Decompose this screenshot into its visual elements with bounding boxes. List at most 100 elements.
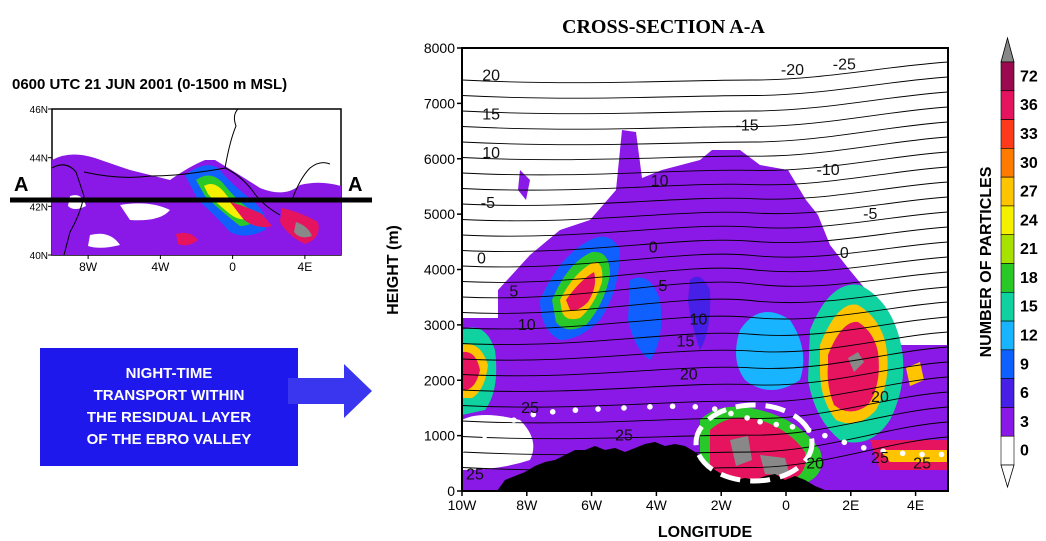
contour-label: -5	[863, 206, 877, 223]
mixing-height-dot	[938, 451, 945, 458]
y-tick-label: 7000	[424, 95, 455, 111]
contour-label: 25	[871, 450, 889, 467]
mixing-height-dot	[595, 406, 601, 412]
contour-line	[462, 256, 948, 283]
contour-label: -10	[817, 162, 840, 179]
colorbar-level-label: 21	[1020, 241, 1038, 258]
contour-label: 20	[482, 68, 500, 85]
map-lat-tick-label: 44N	[30, 154, 48, 165]
contour-label: 10	[651, 173, 669, 190]
mixing-height-dot	[647, 404, 653, 410]
terrain	[497, 442, 830, 491]
y-tick-label: 6000	[424, 151, 455, 167]
mixing-height-dot	[744, 415, 750, 421]
callout-line-4: OF THE EBRO VALLEY	[86, 431, 252, 448]
particle-field	[462, 130, 948, 491]
colorbar-level-label: 72	[1020, 68, 1038, 85]
contour-line	[462, 211, 948, 237]
mixing-height-dot	[773, 421, 780, 428]
y-axis-label: HEIGHT (m)	[385, 225, 402, 315]
y-tick-label: 3000	[424, 317, 455, 333]
colorbar-segment	[1000, 205, 1015, 236]
contour-line	[462, 91, 948, 115]
x-tick-label: 10W	[448, 497, 478, 513]
y-tick-label: 2000	[424, 372, 455, 388]
colorbar-level-label: 18	[1020, 270, 1038, 287]
contour-label: -20	[781, 62, 804, 79]
colorbar-segment	[1000, 349, 1015, 379]
map-lat-tick-label: 40N	[30, 251, 48, 262]
contour-label: 20	[871, 389, 889, 406]
y-tick-label: 0	[447, 483, 455, 499]
colorbar-segment	[1000, 291, 1015, 322]
contour-label: -25	[833, 57, 856, 74]
contour-line	[462, 196, 948, 222]
map-lat-ticks: 46N 44N 42N 40N	[30, 105, 52, 262]
contour-line	[462, 316, 948, 346]
map-lon-tick-label: 8W	[79, 260, 98, 274]
colorbar-level-label: 33	[1020, 126, 1038, 143]
mixing-height-dot	[841, 439, 848, 446]
colorbar-segment	[1000, 407, 1015, 437]
contour-line	[462, 331, 948, 361]
mixing-height-dot	[822, 432, 828, 439]
mixing-height-dot	[494, 424, 501, 431]
mixing-height-dot	[511, 417, 517, 423]
contour-line	[462, 106, 948, 130]
contour-label: 0	[840, 245, 849, 262]
x-tick-label: 6W	[581, 497, 603, 513]
colorbar-under-arrow	[1000, 464, 1015, 489]
map-title: 0600 UTC 21 JUN 2001 (0-1500 m MSL)	[12, 76, 288, 93]
callout-arrow-icon	[288, 364, 372, 418]
contour-label: 25	[615, 428, 633, 445]
colorbar-level-label: 36	[1020, 97, 1038, 114]
y-ticks: 0 1000 2000 3000 4000 5000 6000 7000 8000	[424, 40, 462, 499]
x-tick-label: 2W	[711, 497, 733, 513]
colorbar-segment	[1000, 378, 1015, 408]
y-tick-label: 1000	[424, 428, 455, 444]
x-tick-label: 4W	[646, 497, 668, 513]
colorbar-level-label: 3	[1020, 414, 1029, 431]
y-tick-label: 8000	[424, 40, 455, 56]
contour-label: 15	[677, 333, 695, 350]
colorbar-segment	[1000, 263, 1015, 293]
contour-label: 5	[509, 284, 518, 301]
x-ticks: 10W 8W 6W 4W 2W 0 2E 4E	[448, 491, 924, 513]
contour-label: 25	[913, 455, 931, 472]
y-tick-label: 4000	[424, 262, 455, 278]
y-tick-label: 5000	[424, 206, 455, 222]
colorbar-segment	[1000, 61, 1015, 92]
contour-label: 25	[521, 400, 539, 417]
colorbar-segment	[1000, 176, 1015, 207]
colorbar-level-label: 24	[1020, 212, 1038, 229]
contour-lines	[462, 61, 948, 471]
contour-line	[462, 61, 948, 84]
contour-line	[462, 241, 948, 268]
section-label-right: A	[348, 174, 362, 196]
contour-line	[462, 361, 948, 392]
mixing-height-dot	[919, 451, 925, 458]
contour-label: 20	[680, 367, 698, 384]
contour-label: -15	[736, 118, 759, 135]
mixing-height-dots	[459, 403, 945, 458]
contour-line	[462, 376, 948, 408]
x-tick-label: 2E	[842, 497, 859, 513]
mixing-height-dot	[481, 432, 488, 439]
x-tick-label: 0	[782, 497, 790, 513]
mixing-height-dot	[530, 411, 537, 418]
map-lat-tick-label: 42N	[30, 202, 48, 213]
contour-label: 0	[477, 250, 486, 267]
contour-line	[462, 271, 948, 299]
map-figure: 46N 44N 42N 40N 8W 4W 0 4E A A	[10, 105, 372, 274]
contour-line	[462, 76, 948, 99]
colorbar-level-label: 9	[1020, 356, 1029, 373]
contour-label: 10	[518, 317, 536, 334]
colorbar-segment	[1000, 90, 1015, 120]
mixing-height-dot	[899, 450, 906, 457]
colorbar-level-label: 0	[1020, 443, 1029, 460]
x-axis-label: LONGITUDE	[658, 524, 753, 541]
map-lon-ticks: 8W 4W 0 4E	[79, 255, 312, 274]
